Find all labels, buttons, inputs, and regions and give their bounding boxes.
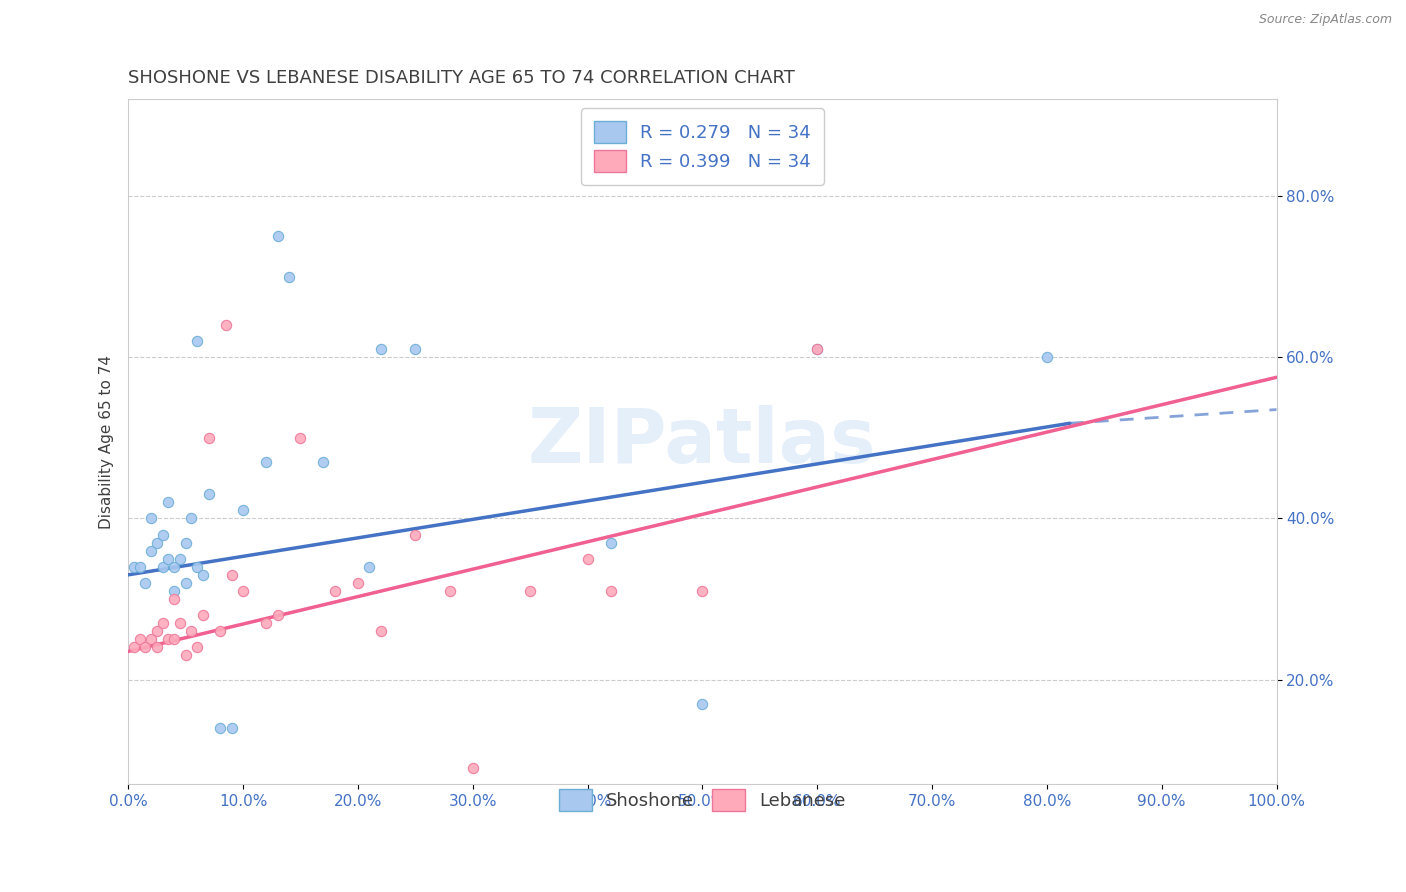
- Point: [128, 632, 150, 647]
- Point: [359, 559, 381, 574]
- Point: [180, 511, 202, 525]
- Point: [146, 535, 169, 549]
- Point: [152, 559, 174, 574]
- Point: [122, 640, 145, 655]
- Point: [806, 342, 828, 356]
- Point: [186, 334, 208, 348]
- Point: [157, 495, 180, 509]
- Point: [157, 551, 180, 566]
- Point: [180, 624, 202, 639]
- Point: [439, 583, 461, 598]
- Point: [692, 697, 714, 711]
- Point: [576, 551, 599, 566]
- Text: SHOSHONE VS LEBANESE DISABILITY AGE 65 TO 74 CORRELATION CHART: SHOSHONE VS LEBANESE DISABILITY AGE 65 T…: [128, 69, 796, 87]
- Point: [232, 503, 254, 517]
- Point: [254, 455, 277, 469]
- Point: [186, 640, 208, 655]
- Point: [1036, 350, 1059, 364]
- Point: [146, 640, 169, 655]
- Point: [209, 624, 232, 639]
- Point: [141, 543, 163, 558]
- Point: [370, 624, 392, 639]
- Point: [134, 575, 156, 590]
- Point: [163, 559, 186, 574]
- Point: [323, 583, 346, 598]
- Point: [806, 342, 828, 356]
- Point: [191, 608, 214, 623]
- Point: [221, 567, 243, 582]
- Point: [141, 511, 163, 525]
- Legend: Shoshone, Lebanese: Shoshone, Lebanese: [547, 776, 858, 823]
- Point: [266, 229, 288, 244]
- Y-axis label: Disability Age 65 to 74: Disability Age 65 to 74: [100, 355, 114, 529]
- Point: [174, 535, 197, 549]
- Point: [152, 616, 174, 631]
- Point: [692, 583, 714, 598]
- Point: [278, 269, 301, 284]
- Point: [266, 608, 288, 623]
- Point: [519, 583, 541, 598]
- Point: [186, 559, 208, 574]
- Point: [128, 559, 150, 574]
- Text: Source: ZipAtlas.com: Source: ZipAtlas.com: [1258, 13, 1392, 27]
- Point: [163, 632, 186, 647]
- Point: [174, 575, 197, 590]
- Point: [599, 535, 621, 549]
- Point: [599, 583, 621, 598]
- Point: [169, 551, 191, 566]
- Point: [404, 342, 426, 356]
- Point: [152, 527, 174, 541]
- Point: [461, 761, 484, 775]
- Point: [169, 616, 191, 631]
- Point: [134, 640, 156, 655]
- Point: [215, 318, 238, 332]
- Point: [290, 431, 312, 445]
- Point: [370, 342, 392, 356]
- Point: [404, 527, 426, 541]
- Point: [312, 455, 335, 469]
- Point: [191, 567, 214, 582]
- Point: [232, 583, 254, 598]
- Point: [209, 721, 232, 735]
- Point: [254, 616, 277, 631]
- Point: [157, 632, 180, 647]
- Point: [197, 431, 219, 445]
- Point: [197, 487, 219, 501]
- Point: [163, 592, 186, 607]
- Point: [141, 632, 163, 647]
- Point: [347, 575, 370, 590]
- Point: [163, 583, 186, 598]
- Point: [174, 648, 197, 663]
- Point: [221, 721, 243, 735]
- Text: ZIPatlas: ZIPatlas: [529, 405, 877, 479]
- Point: [122, 559, 145, 574]
- Point: [146, 624, 169, 639]
